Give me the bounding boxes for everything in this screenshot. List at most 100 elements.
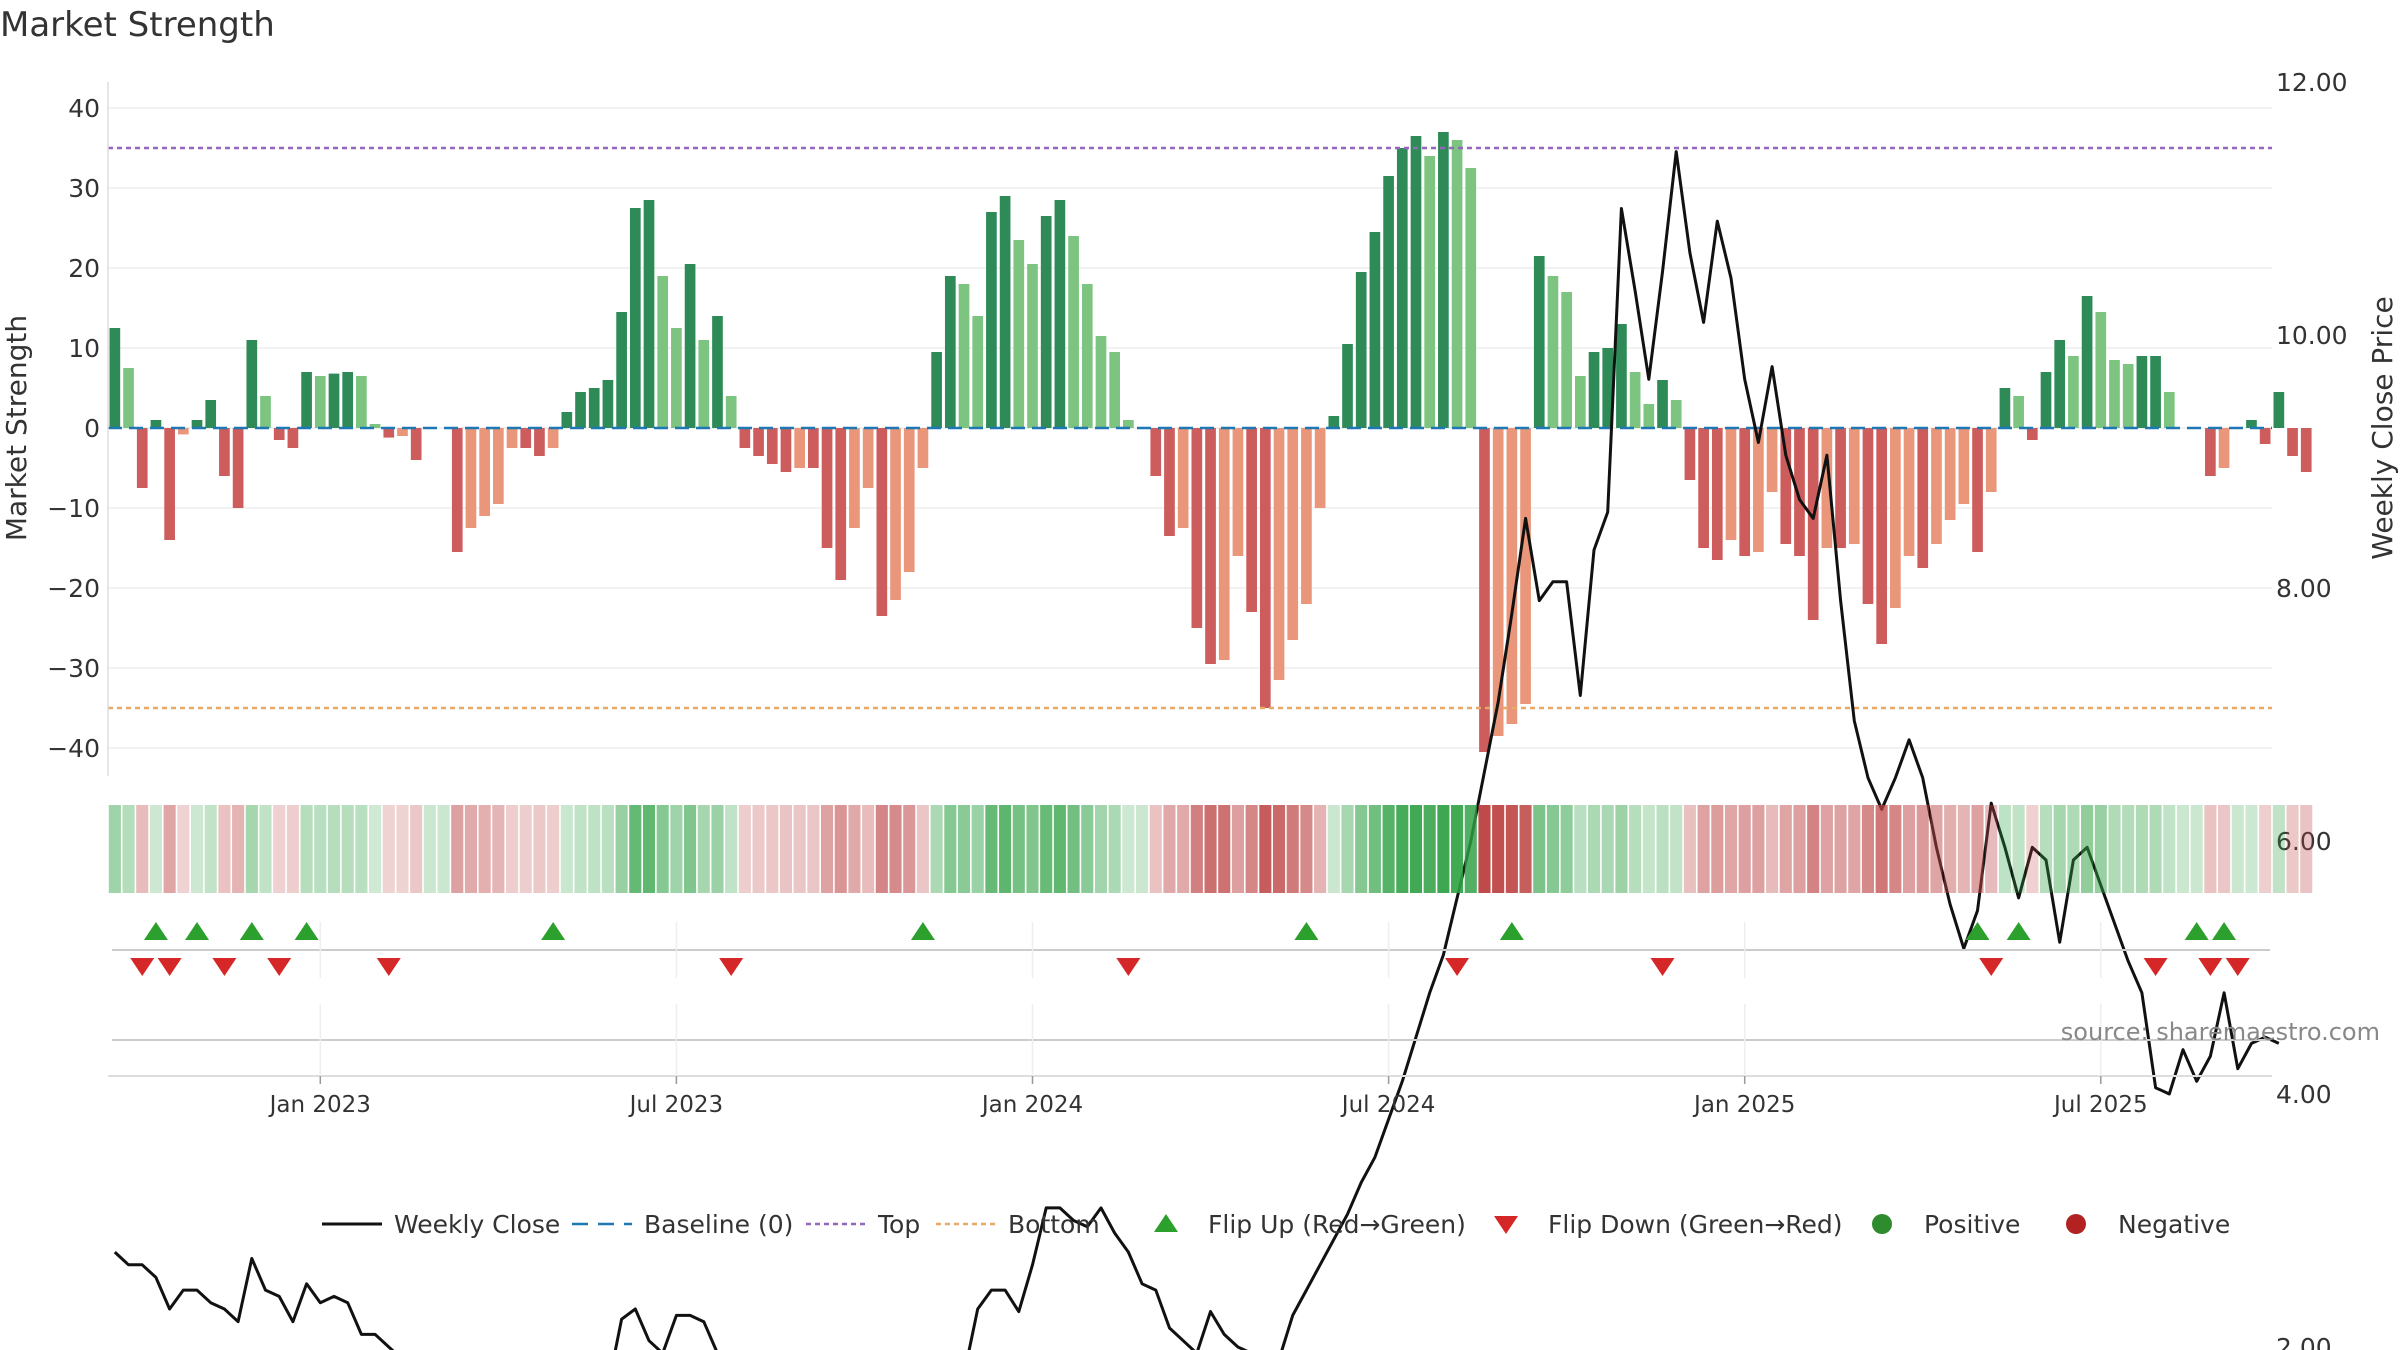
strength-bar bbox=[1643, 404, 1655, 428]
heat-cell bbox=[1149, 805, 1162, 893]
strength-bar bbox=[520, 428, 532, 448]
flip-up-marker bbox=[1499, 922, 1524, 940]
y-axis-right-label: Weekly Close Price bbox=[2366, 296, 2399, 559]
strength-bar bbox=[397, 428, 408, 436]
strength-bar bbox=[890, 428, 901, 600]
strength-bar bbox=[356, 376, 367, 428]
strength-bar bbox=[1931, 428, 1942, 544]
strength-bar bbox=[849, 428, 860, 528]
strength-bar bbox=[602, 380, 614, 428]
right-tick-label: 2.00 bbox=[2276, 1333, 2332, 1350]
heat-cell bbox=[1478, 805, 1491, 893]
strength-bar bbox=[506, 428, 518, 448]
heat-cell bbox=[1505, 805, 1518, 893]
heat-cell bbox=[1834, 805, 1847, 893]
heat-cell bbox=[588, 805, 601, 893]
right-tick-label: 6.00 bbox=[2276, 827, 2332, 856]
heat-cell bbox=[451, 805, 464, 893]
x-tick-label: Jan 2023 bbox=[268, 1092, 371, 1118]
heat-cell bbox=[971, 805, 984, 893]
strength-bar bbox=[1629, 372, 1641, 428]
heat-cell bbox=[1259, 805, 1272, 893]
heat-cell bbox=[601, 805, 614, 893]
strength-bar bbox=[712, 316, 723, 428]
strength-bar bbox=[410, 428, 422, 460]
flip-down-marker bbox=[719, 958, 744, 976]
strength-bar bbox=[1670, 400, 1682, 428]
flip-up-marker bbox=[2212, 922, 2237, 940]
strength-bar bbox=[1218, 428, 1230, 660]
strength-bar bbox=[1999, 388, 2011, 428]
legend-label: Top bbox=[877, 1210, 920, 1239]
strength-bar bbox=[1657, 380, 1668, 428]
strength-bar bbox=[986, 212, 997, 428]
heat-cell bbox=[1724, 805, 1738, 893]
heat-cell bbox=[2122, 805, 2135, 893]
heat-cell bbox=[889, 805, 902, 893]
heat-cell bbox=[245, 805, 258, 893]
heat-cell bbox=[1314, 805, 1327, 893]
strength-bar bbox=[725, 396, 737, 428]
heat-cell bbox=[862, 805, 875, 893]
strength-bar bbox=[835, 428, 847, 580]
heat-cell bbox=[2094, 805, 2107, 893]
heat-cell bbox=[1382, 805, 1395, 893]
heat-cell bbox=[1177, 805, 1190, 893]
strength-bar bbox=[1123, 420, 1134, 428]
heat-cell bbox=[1903, 805, 1916, 893]
x-tick-label: Jan 2025 bbox=[1692, 1092, 1795, 1118]
heat-cell bbox=[1711, 805, 1724, 893]
strength-bar bbox=[451, 428, 463, 552]
strength-bar bbox=[547, 428, 559, 448]
source-credit: source: sharemaestro.com bbox=[2061, 1018, 2380, 1046]
heat-cell bbox=[1136, 805, 1149, 893]
heat-cell bbox=[1642, 805, 1655, 893]
heat-cell bbox=[1108, 805, 1121, 893]
heat-cell bbox=[108, 805, 121, 893]
heat-cell bbox=[1204, 805, 1217, 893]
strength-bar bbox=[1958, 428, 1970, 504]
flip-up-marker bbox=[2006, 922, 2031, 940]
heat-cell bbox=[1560, 805, 1573, 893]
strength-bar bbox=[1876, 428, 1887, 644]
flip-down-marker bbox=[2198, 958, 2223, 976]
heat-cell bbox=[533, 805, 546, 893]
strength-bar bbox=[1369, 232, 1381, 428]
heat-cell bbox=[1026, 805, 1039, 893]
strength-bar bbox=[2300, 428, 2312, 472]
heat-cell bbox=[1752, 805, 1765, 893]
strength-bar bbox=[369, 424, 381, 428]
heat-cell bbox=[1094, 805, 1108, 893]
strength-bar bbox=[671, 328, 682, 428]
strength-bar bbox=[1273, 428, 1285, 680]
heat-cell bbox=[1341, 805, 1354, 893]
circle-icon bbox=[1872, 1214, 1892, 1234]
strength-bar bbox=[1821, 428, 1833, 548]
heat-cell bbox=[286, 805, 299, 893]
strength-bars bbox=[109, 132, 2312, 752]
heat-cell bbox=[999, 805, 1012, 893]
strength-bar bbox=[287, 428, 299, 448]
strength-bar bbox=[1081, 284, 1093, 428]
heat-cell bbox=[930, 805, 943, 893]
heat-cell bbox=[560, 805, 573, 893]
strength-bar bbox=[1848, 428, 1860, 544]
heat-cell bbox=[848, 805, 861, 893]
strength-bar bbox=[1410, 136, 1422, 428]
strength-bar bbox=[780, 428, 792, 472]
strength-bar bbox=[1506, 428, 1518, 724]
strength-bar bbox=[328, 373, 340, 428]
heat-cell bbox=[821, 805, 834, 893]
flip-down-marker bbox=[267, 958, 292, 976]
strength-bar bbox=[1492, 428, 1504, 736]
heat-cell bbox=[2190, 805, 2203, 893]
strength-bar bbox=[1259, 428, 1271, 708]
strength-bar bbox=[2246, 420, 2257, 428]
strength-bar bbox=[1424, 156, 1436, 428]
heat-cell bbox=[615, 805, 628, 893]
strength-bar bbox=[766, 428, 778, 464]
strength-bar bbox=[1684, 428, 1696, 480]
flip-down-marker bbox=[1650, 958, 1675, 976]
heat-cell bbox=[2272, 805, 2285, 893]
